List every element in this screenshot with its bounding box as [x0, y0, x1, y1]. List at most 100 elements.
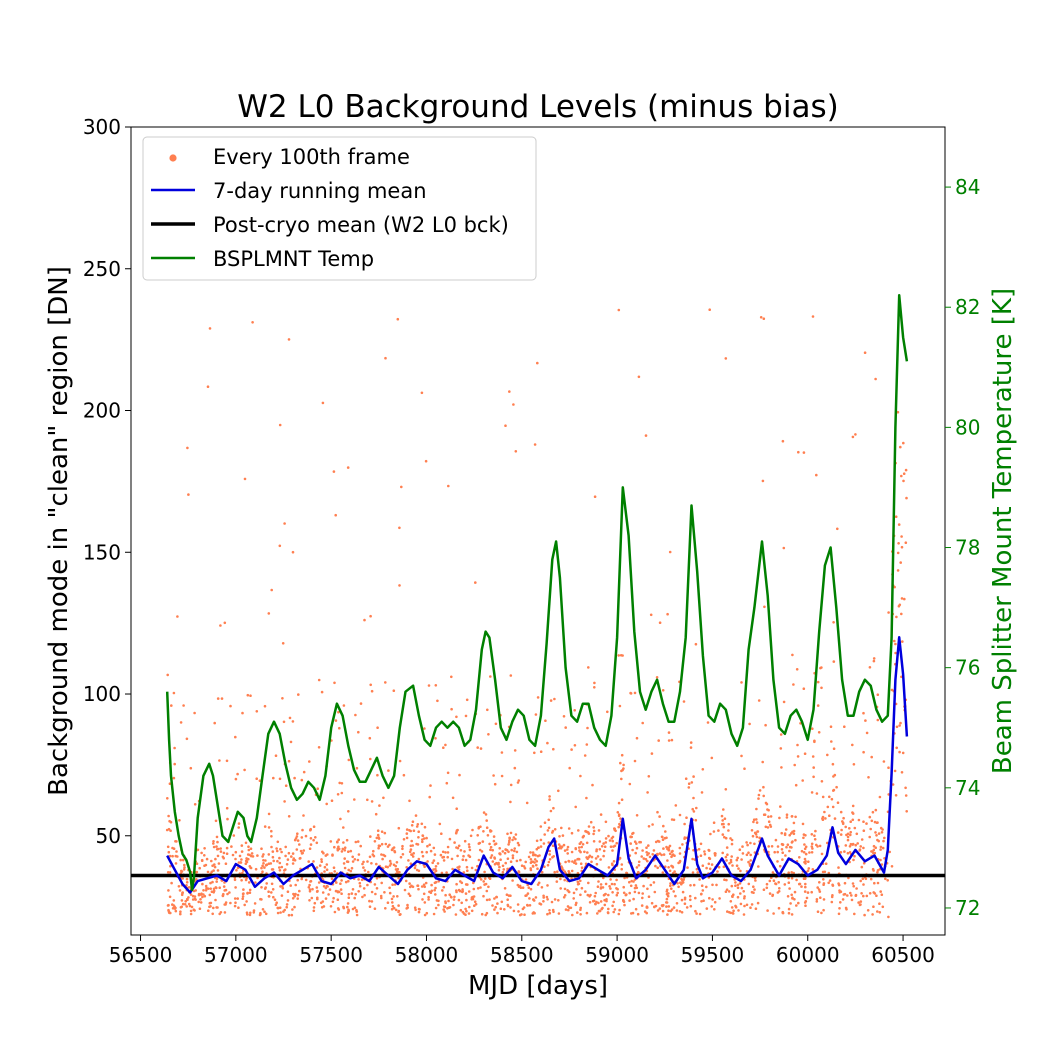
scatter-point: [557, 843, 561, 846]
scatter-point: [739, 902, 743, 906]
scatter-point: [317, 881, 321, 884]
scatter-point: [730, 855, 733, 858]
scatter-point: [416, 884, 419, 887]
scatter-point: [800, 849, 804, 853]
scatter-point: [665, 897, 669, 901]
scatter-point: [767, 820, 771, 823]
scatter-point: [392, 689, 396, 692]
scatter-point: [820, 780, 824, 783]
scatter-point: [387, 769, 390, 772]
scatter-point: [272, 859, 276, 863]
scatter-point: [597, 880, 600, 883]
scatter-point: [682, 878, 685, 881]
scatter-point: [226, 892, 229, 896]
scatter-point: [296, 893, 300, 897]
scatter-point: [573, 859, 577, 862]
scatter-point: [535, 847, 539, 851]
scatter-point: [585, 856, 588, 859]
scatter-point: [589, 893, 592, 897]
scatter-point: [622, 900, 626, 903]
scatter-points: [165, 308, 908, 919]
scatter-point: [720, 814, 724, 818]
scatter-point: [197, 900, 200, 904]
scatter-point: [244, 841, 248, 845]
scatter-point: [355, 913, 359, 917]
scatter-point: [792, 832, 796, 836]
scatter-point: [176, 855, 179, 858]
scatter-point: [568, 766, 571, 770]
x-tick-label: 58000: [395, 943, 459, 967]
scatter-point: [347, 896, 351, 899]
scatter-point: [336, 898, 340, 901]
scatter-point: [293, 895, 297, 898]
scatter-point: [199, 901, 203, 904]
scatter-point: [321, 891, 325, 894]
scatter-point: [503, 908, 506, 911]
scatter-point: [548, 858, 552, 861]
scatter-point: [369, 835, 372, 838]
scatter-point: [685, 816, 688, 819]
scatter-point: [220, 697, 224, 700]
scatter-point: [411, 820, 415, 823]
scatter-point: [678, 860, 681, 864]
scatter-point: [360, 878, 364, 882]
scatter-point: [794, 838, 797, 842]
scatter-point: [421, 840, 424, 844]
scatter-point: [173, 905, 176, 908]
scatter-point: [650, 752, 654, 755]
y2-tick-label: 72: [955, 896, 980, 920]
scatter-point: [237, 906, 240, 909]
scatter-point: [651, 823, 654, 826]
scatter-point: [658, 621, 662, 624]
scatter-point: [722, 825, 726, 829]
scatter-point: [754, 879, 757, 882]
scatter-point: [549, 809, 553, 813]
scatter-point: [881, 828, 884, 831]
plot-border: [130, 126, 946, 936]
scatter-point: [214, 857, 217, 861]
scatter-point: [876, 718, 880, 722]
scatter-point: [354, 713, 357, 717]
scatter-point: [668, 550, 672, 554]
scatter-point: [275, 847, 278, 850]
scatter-point: [434, 684, 438, 687]
scatter-point: [855, 887, 858, 890]
scatter-point: [317, 678, 321, 682]
scatter-point: [476, 746, 480, 749]
scatter-point: [800, 885, 803, 888]
scatter-point: [573, 709, 576, 712]
scatter-point: [531, 860, 535, 863]
scatter-point: [380, 853, 383, 856]
scatter-point: [854, 843, 857, 847]
scatter-point: [337, 845, 340, 849]
scatter-point: [260, 898, 263, 901]
scatter-point: [332, 896, 335, 900]
scatter-point: [444, 851, 447, 854]
scatter-point: [343, 846, 347, 849]
plot-frame: [130, 126, 946, 936]
scatter-point: [577, 846, 581, 849]
scatter-point: [214, 898, 217, 902]
scatter-point: [434, 865, 438, 868]
scatter-point: [238, 854, 242, 858]
scatter-point: [678, 846, 682, 850]
scatter-point: [553, 898, 557, 901]
scatter-point: [240, 879, 243, 882]
scatter-point: [613, 882, 616, 886]
scatter-point: [816, 680, 820, 684]
scatter-point: [680, 877, 683, 881]
scatter-point: [240, 850, 244, 853]
scatter-point: [699, 892, 703, 896]
scatter-point: [563, 887, 567, 891]
scatter-point: [275, 849, 279, 853]
scatter-point: [836, 831, 840, 834]
scatter-point: [342, 841, 345, 844]
scatter-point: [406, 903, 409, 907]
scatter-point: [746, 843, 749, 847]
scatter-point: [584, 862, 588, 866]
scatter-point: [617, 825, 620, 829]
scatter-point: [330, 799, 334, 802]
scatter-point: [315, 841, 319, 845]
scatter-point: [592, 826, 595, 829]
scatter-point: [603, 893, 607, 896]
